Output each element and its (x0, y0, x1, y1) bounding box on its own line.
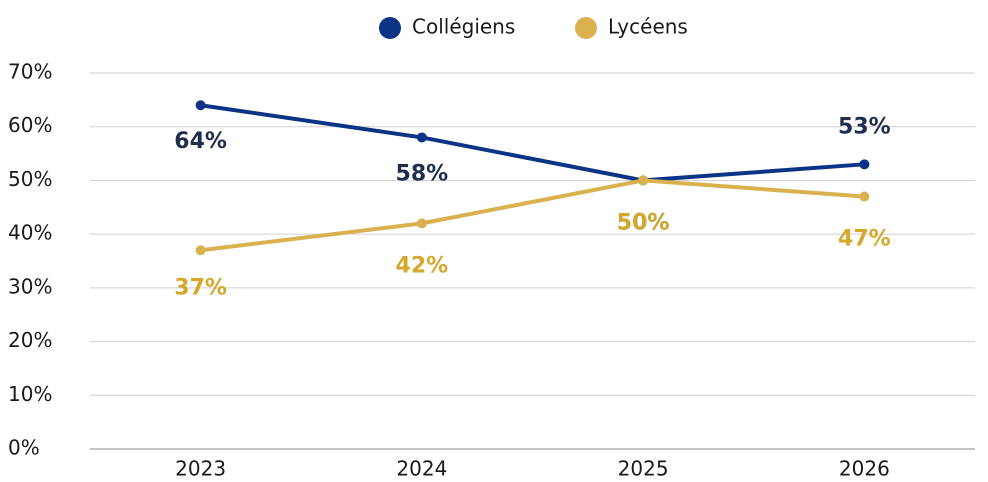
data-label: 42% (396, 253, 449, 278)
legend-label: Lycéens (608, 15, 688, 39)
x-tick-label: 2023 (175, 457, 226, 481)
data-point (416, 132, 427, 143)
legend-marker (575, 17, 597, 39)
y-tick-label: 60% (8, 113, 52, 137)
data-label: 64% (174, 129, 227, 154)
legend-label: Collégiens (412, 15, 515, 39)
series-line (200, 178, 865, 253)
series-line (200, 103, 865, 183)
data-label: 53% (838, 114, 891, 139)
y-tick-label: 30% (8, 274, 52, 298)
legend-marker (379, 17, 401, 39)
data-point (195, 100, 206, 111)
y-tick-label: 20% (8, 328, 52, 352)
y-tick-label: 40% (8, 221, 52, 245)
x-tick-label: 2024 (396, 457, 447, 481)
y-tick-label: 0% (8, 436, 40, 460)
data-point (638, 175, 649, 186)
data-label: 47% (838, 227, 891, 252)
x-tick-label: 2025 (618, 457, 669, 481)
y-tick-label: 70% (8, 60, 52, 84)
y-tick-label: 10% (8, 382, 52, 406)
data-label: 50% (617, 210, 670, 235)
data-point (859, 191, 870, 202)
data-point (859, 159, 870, 170)
data-label: 37% (174, 275, 227, 300)
data-point (195, 245, 206, 256)
data-label: 58% (396, 161, 449, 186)
data-point (416, 218, 427, 229)
data-label: 50% (617, 210, 670, 235)
x-tick-label: 2026 (839, 457, 890, 481)
y-tick-label: 50% (8, 167, 52, 191)
